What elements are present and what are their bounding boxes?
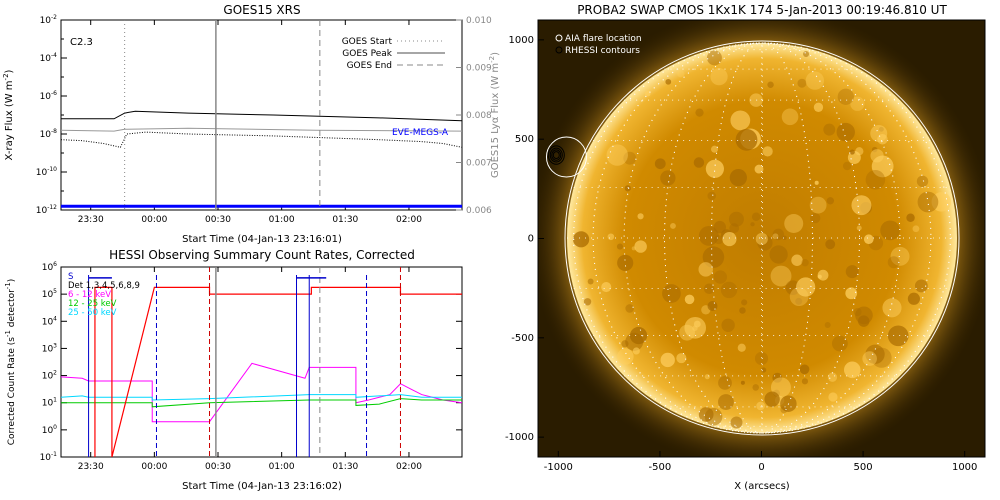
goes-xtick-label: 01:30 bbox=[332, 215, 358, 225]
hessi-ylabel: Corrected Count Rate (s-1 detector-1) bbox=[4, 279, 17, 446]
hessi-time-markers bbox=[88, 267, 401, 457]
goes-xtick-label: 00:00 bbox=[141, 215, 167, 225]
goes-xrs-panel: GOES15 XRS 10-2 10-4 10-6 10-8 10-10 10-12 0.… bbox=[2, 3, 501, 245]
swap-ytick-label: -1000 bbox=[505, 432, 534, 443]
swap-xtick-label: 0 bbox=[758, 462, 764, 473]
sun-lat-lon-grid bbox=[567, 42, 957, 434]
hessi-series-attenuator bbox=[94, 286, 462, 457]
swap-ytick-label: 0 bbox=[528, 234, 534, 245]
legend-goes-peak: GOES Peak bbox=[342, 49, 392, 59]
hessi-legend-item: 25 - 50 keV bbox=[68, 308, 117, 318]
goes-ylabel-left: X-ray Flux (W m-2) bbox=[2, 69, 15, 160]
hessi-plot-frame bbox=[60, 266, 463, 458]
goes-ytick-left-label: 10-4 bbox=[40, 52, 58, 64]
rhessi-contours bbox=[547, 145, 565, 165]
swap-xtick-label: -500 bbox=[649, 462, 672, 473]
hessi-panel: HESSI Observing Summary Count Rates, Cor… bbox=[4, 248, 463, 492]
goes-ytick-right-label: 0.007 bbox=[466, 159, 492, 169]
hessi-legend-item: S bbox=[68, 272, 73, 282]
legend-aia-label: AIA flare location bbox=[565, 34, 642, 44]
goes-ytick-left-label: 10-2 bbox=[40, 14, 58, 26]
goes-xtick-label: 02:00 bbox=[396, 215, 422, 225]
goes-ytick-left-label: 10-8 bbox=[40, 128, 58, 140]
goes-time-markers bbox=[124, 20, 321, 210]
goes-ytick-right-label: 0.006 bbox=[466, 206, 492, 216]
hessi-series-12-25-kev bbox=[61, 398, 462, 408]
hessi-xtick-label: 01:30 bbox=[332, 462, 358, 472]
hessi-ytick-label: 102 bbox=[42, 370, 57, 382]
swap-xtick-label: 1000 bbox=[952, 462, 977, 473]
hessi-ytick-label: 104 bbox=[42, 315, 57, 327]
goes-series-long bbox=[61, 110, 462, 122]
legend-goes-end: GOES End bbox=[347, 61, 392, 71]
legend-goes-start: GOES Start bbox=[342, 37, 393, 47]
goes-y-right-axis: 0.010 0.009 0.008 0.007 0.006 bbox=[456, 16, 492, 216]
hessi-legend-item: 12 - 25 keV bbox=[68, 299, 117, 309]
swap-xtick-label: -1000 bbox=[544, 462, 573, 473]
hessi-xlabel: Start Time (04-Jan-13 23:16:02) bbox=[182, 481, 342, 492]
goes-xlabel: Start Time (04-Jan-13 23:16:01) bbox=[182, 234, 342, 245]
hessi-ytick-label: 106 bbox=[42, 261, 57, 273]
swap-title: PROBA2 SWAP CMOS 1Kx1K 174 5-Jan-2013 00… bbox=[577, 3, 947, 17]
aia-flare-location-marker bbox=[545, 136, 587, 178]
sun-texture bbox=[573, 50, 952, 429]
hessi-xtick-label: 02:00 bbox=[396, 462, 422, 472]
goes-ylabel-right: GOES15 Lyα Flux (W m-2) bbox=[488, 52, 501, 178]
hessi-legend-item: 6 - 12 keV bbox=[68, 290, 111, 300]
swap-xlabel: X (arcsecs) bbox=[734, 481, 790, 492]
hessi-xtick-label: 00:30 bbox=[205, 462, 231, 472]
swap-xtick-label: 500 bbox=[854, 462, 873, 473]
goes-ytick-right-label: 0.009 bbox=[466, 64, 492, 74]
swap-panel: PROBA2 SWAP CMOS 1Kx1K 174 5-Jan-2013 00… bbox=[505, 3, 986, 492]
goes-xtick-label: 01:00 bbox=[269, 215, 295, 225]
swap-ytick-label: -500 bbox=[511, 333, 534, 344]
goes-series-lya bbox=[61, 127, 462, 132]
flare-class-annotation: C2.3 bbox=[70, 37, 93, 48]
legend-rhessi-icon bbox=[555, 46, 563, 54]
goes-title: GOES15 XRS bbox=[223, 3, 300, 17]
hessi-xtick-label: 01:00 bbox=[269, 462, 295, 472]
sun-limb-circle bbox=[564, 40, 960, 436]
hessi-title: HESSI Observing Summary Count Rates, Cor… bbox=[109, 248, 415, 262]
hessi-ytick-label: 103 bbox=[42, 342, 57, 354]
goes-series-group bbox=[61, 110, 462, 208]
hessi-ytick-label: 105 bbox=[42, 288, 57, 300]
swap-ytick-label: 1000 bbox=[509, 35, 534, 46]
goes-legend: GOES Start GOES Peak GOES End bbox=[342, 37, 445, 71]
hessi-xtick-label: 23:30 bbox=[78, 462, 104, 472]
swap-x-axis: -1000 -500 0 500 1000 bbox=[544, 451, 977, 473]
hessi-xtick-label: 00:00 bbox=[141, 462, 167, 472]
goes-y-left-axis: 10-2 10-4 10-6 10-8 10-10 10-12 bbox=[36, 14, 67, 216]
swap-ytick-label: 500 bbox=[515, 134, 534, 145]
legend-aia-icon bbox=[555, 34, 563, 42]
hessi-series-group bbox=[61, 286, 462, 457]
hessi-ytick-label: 10-1 bbox=[40, 451, 58, 463]
goes-series-short bbox=[61, 131, 462, 148]
goes-ytick-right-label: 0.010 bbox=[466, 16, 492, 26]
swap-y-axis: 1000 500 0 -500 -1000 bbox=[505, 35, 544, 443]
goes-ytick-left-label: 10-10 bbox=[36, 166, 57, 178]
goes-ytick-left-label: 10-6 bbox=[40, 90, 58, 102]
hessi-series-6-12-kev bbox=[61, 362, 462, 423]
legend-rhessi-label: RHESSI contours bbox=[565, 46, 640, 56]
eve-megs-label: EVE-MEGS-A bbox=[392, 128, 449, 138]
goes-xtick-label: 23:30 bbox=[78, 215, 104, 225]
hessi-y-axis: 106 105 104 103 102 101 100 10-1 bbox=[40, 261, 462, 463]
hessi-ytick-label: 100 bbox=[42, 424, 57, 436]
hessi-ytick-label: 101 bbox=[42, 397, 57, 409]
hessi-x-axis: 23:30 00:00 00:30 01:00 01:30 02:00 bbox=[78, 267, 422, 472]
hessi-legend-item: Det 1,3,4,5,6,8,9 bbox=[68, 281, 140, 291]
goes-ytick-right-label: 0.008 bbox=[466, 111, 492, 121]
goes-ytick-left-label: 10-12 bbox=[36, 204, 57, 216]
goes-xtick-label: 00:30 bbox=[205, 215, 231, 225]
swap-legend: AIA flare location RHESSI contours bbox=[555, 34, 642, 56]
